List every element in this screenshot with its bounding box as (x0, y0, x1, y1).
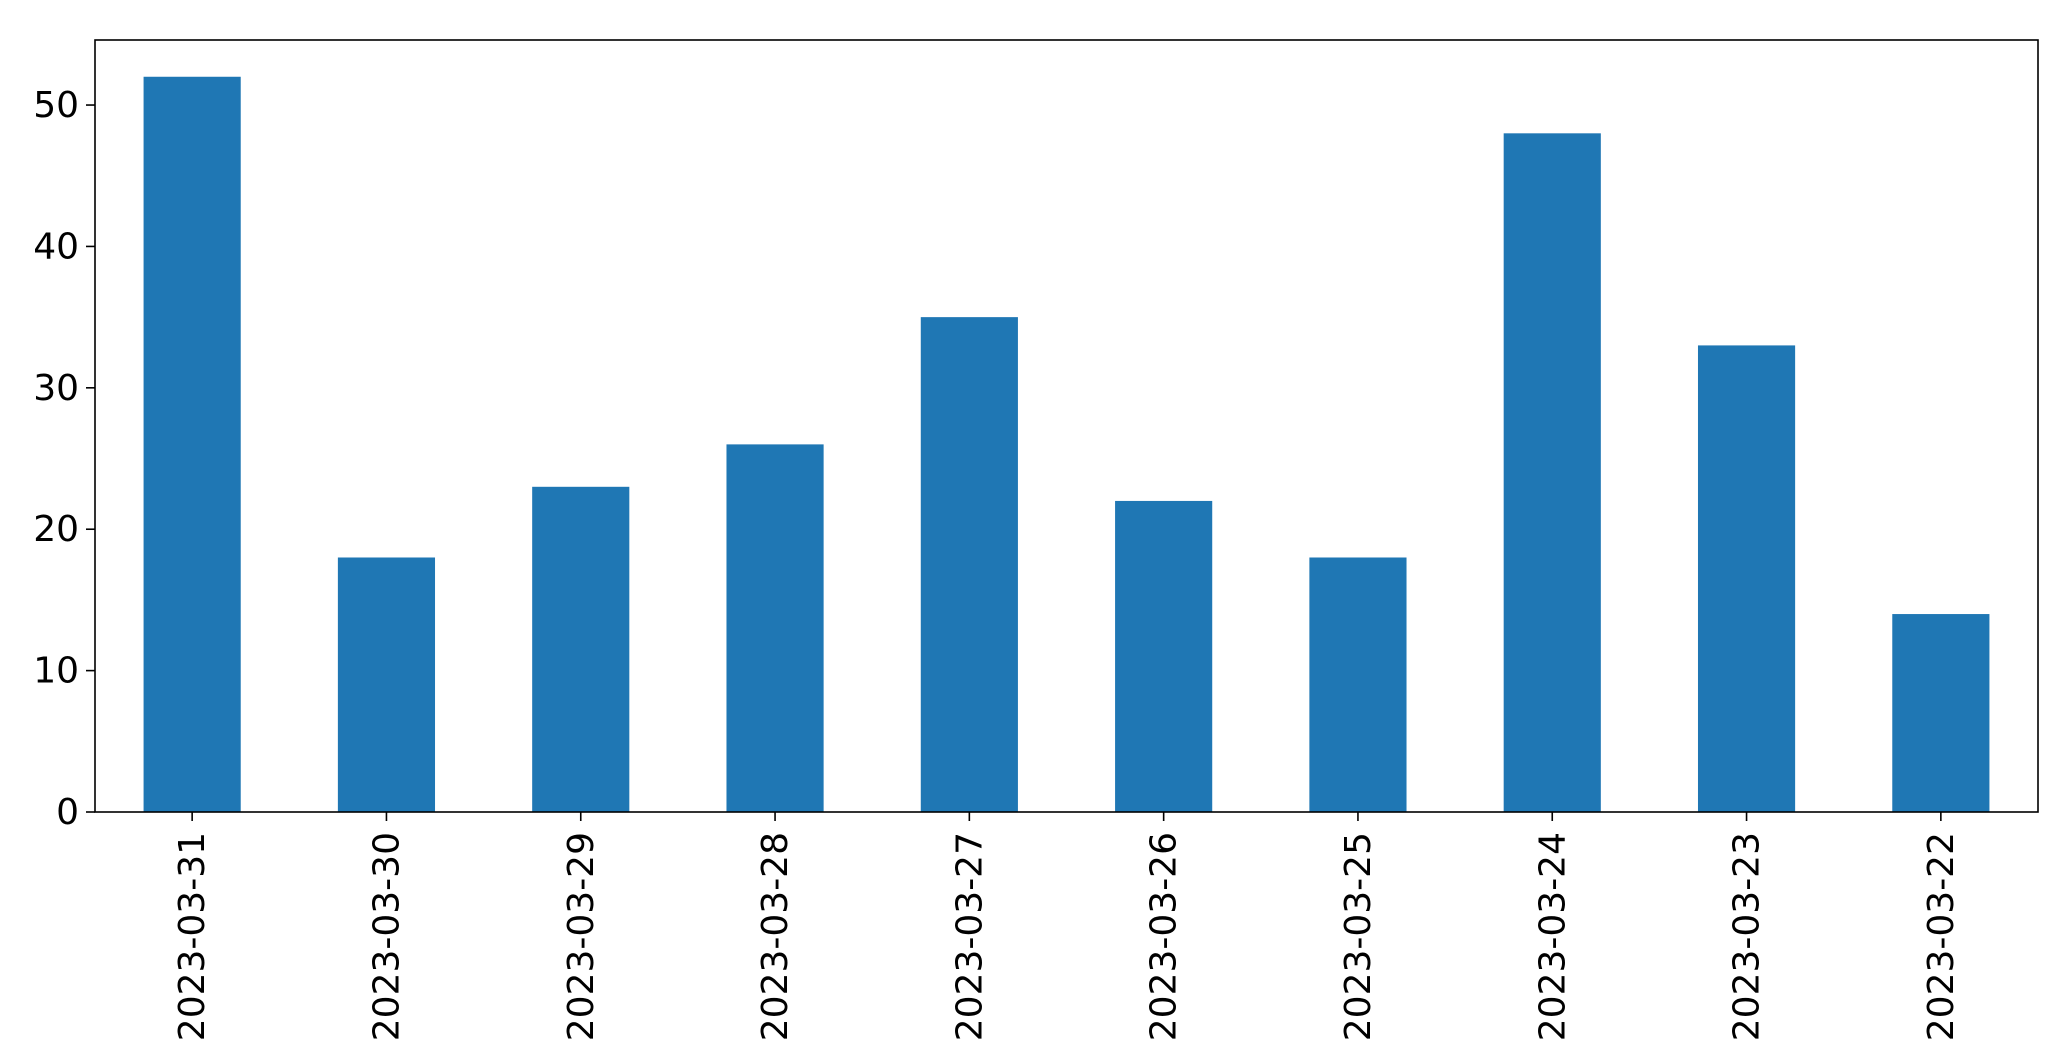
x-tick-label: 2023-03-22 (1921, 832, 1962, 1041)
y-tick-label: 10 (33, 651, 79, 692)
x-tick-label: 2023-03-23 (1727, 832, 1768, 1041)
bar-2023-03-22 (1892, 614, 1990, 812)
y-tick-label: 50 (33, 85, 79, 126)
x-tick-label: 2023-03-25 (1338, 832, 1379, 1041)
y-tick-label: 30 (33, 368, 79, 409)
y-tick-label: 40 (33, 226, 79, 267)
x-axis: 2023-03-31 2023-03-30 2023-03-29 2023-03-28… (172, 812, 1962, 1041)
x-tick-label: 2023-03-26 (1144, 832, 1185, 1041)
x-tick-label: 2023-03-28 (755, 832, 796, 1041)
bar-2023-03-31 (143, 76, 241, 812)
bar-2023-03-28 (726, 444, 824, 812)
x-tick-label: 2023-03-31 (172, 832, 213, 1041)
bar-2023-03-26 (1115, 500, 1213, 812)
bars-group (143, 76, 1990, 813)
x-tick-label: 2023-03-29 (561, 832, 602, 1041)
x-tick-label: 2023-03-24 (1532, 832, 1573, 1041)
y-axis: 0 10 20 30 40 50 (33, 85, 95, 833)
bar-2023-03-30 (337, 557, 436, 812)
plot-frame (94, 39, 2039, 813)
x-tick-label: 2023-03-27 (949, 832, 990, 1041)
y-tick-label: 20 (33, 509, 79, 550)
y-tick-label: 0 (56, 792, 79, 833)
x-tick-label: 2023-03-30 (366, 832, 407, 1041)
bar-2023-03-25 (1309, 557, 1407, 812)
bar-2023-03-24 (1503, 133, 1601, 813)
bar-2023-03-27 (920, 317, 1018, 812)
bar-2023-03-29 (532, 486, 630, 812)
bar-2023-03-23 (1697, 345, 1796, 812)
